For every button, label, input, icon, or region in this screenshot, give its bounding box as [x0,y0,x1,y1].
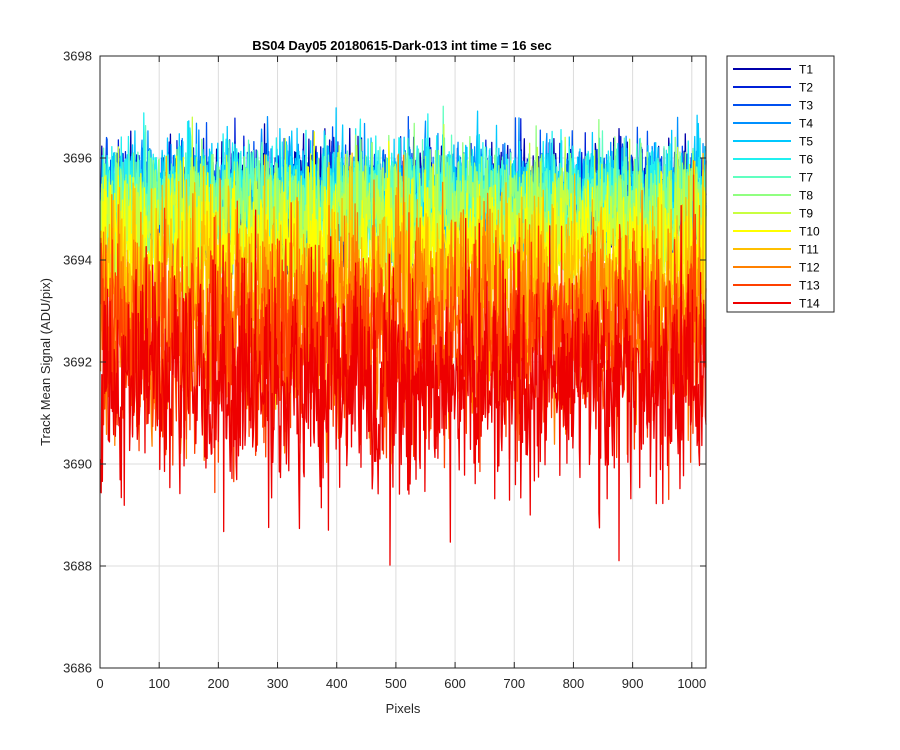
y-tick-label: 3686 [63,661,92,676]
tick-marks [99,55,706,669]
chart-title: BS04 Day05 20180615-Dark-013 int time = … [252,38,552,53]
legend-label: T3 [799,99,813,113]
legend-label: T4 [799,117,813,131]
series-line-t14 [99,205,707,566]
y-tick-label: 3696 [63,151,92,166]
x-tick-label: 100 [148,676,170,691]
y-tick-label: 3690 [63,457,92,472]
legend-label: T13 [799,279,820,293]
y-tick-label: 3694 [63,253,92,268]
x-tick-label: 500 [385,676,407,691]
x-tick-labels: 0 100 200 300 400 500 600 700 800 900 1000 [96,676,706,691]
legend-label: T5 [799,135,813,149]
x-tick-label: 0 [96,676,103,691]
legend-label: T12 [799,261,820,275]
y-tick-label: 3688 [63,559,92,574]
x-tick-label: 700 [503,676,525,691]
legend-label: T14 [799,297,820,311]
x-tick-label: 300 [267,676,289,691]
legend-label: T2 [799,81,813,95]
legend-label: T11 [799,243,819,257]
legend: T1 T2 T3 T4 T5 T6 T7 T8 T9 T10 T11 T12 T13 T14 [726,55,835,313]
series-layer [99,105,707,566]
x-axis-label: Pixels [386,701,421,716]
x-tick-label: 600 [444,676,466,691]
x-tick-label: 900 [622,676,644,691]
legend-label: T8 [799,189,813,203]
y-tick-label: 3698 [63,49,92,64]
x-tick-label: 800 [563,676,585,691]
y-tick-label: 3692 [63,355,92,370]
legend-items: T1 T2 T3 T4 T5 T6 T7 T8 T9 T10 T11 T12 T13 T14 [733,63,820,311]
legend-box [726,55,835,313]
x-tick-label: 200 [208,676,230,691]
y-tick-labels: 3686 3688 3690 3692 3694 3696 3698 [63,49,92,676]
x-tick-label: 1000 [677,676,706,691]
plot-area [99,55,707,669]
legend-label: T7 [799,171,813,185]
legend-label: T1 [799,63,813,77]
x-tick-label: 400 [326,676,348,691]
legend-label: T9 [799,207,813,221]
legend-label: T6 [799,153,813,167]
y-axis-label: Track Mean Signal (ADU/pix) [38,278,53,446]
legend-label: T10 [799,225,820,239]
